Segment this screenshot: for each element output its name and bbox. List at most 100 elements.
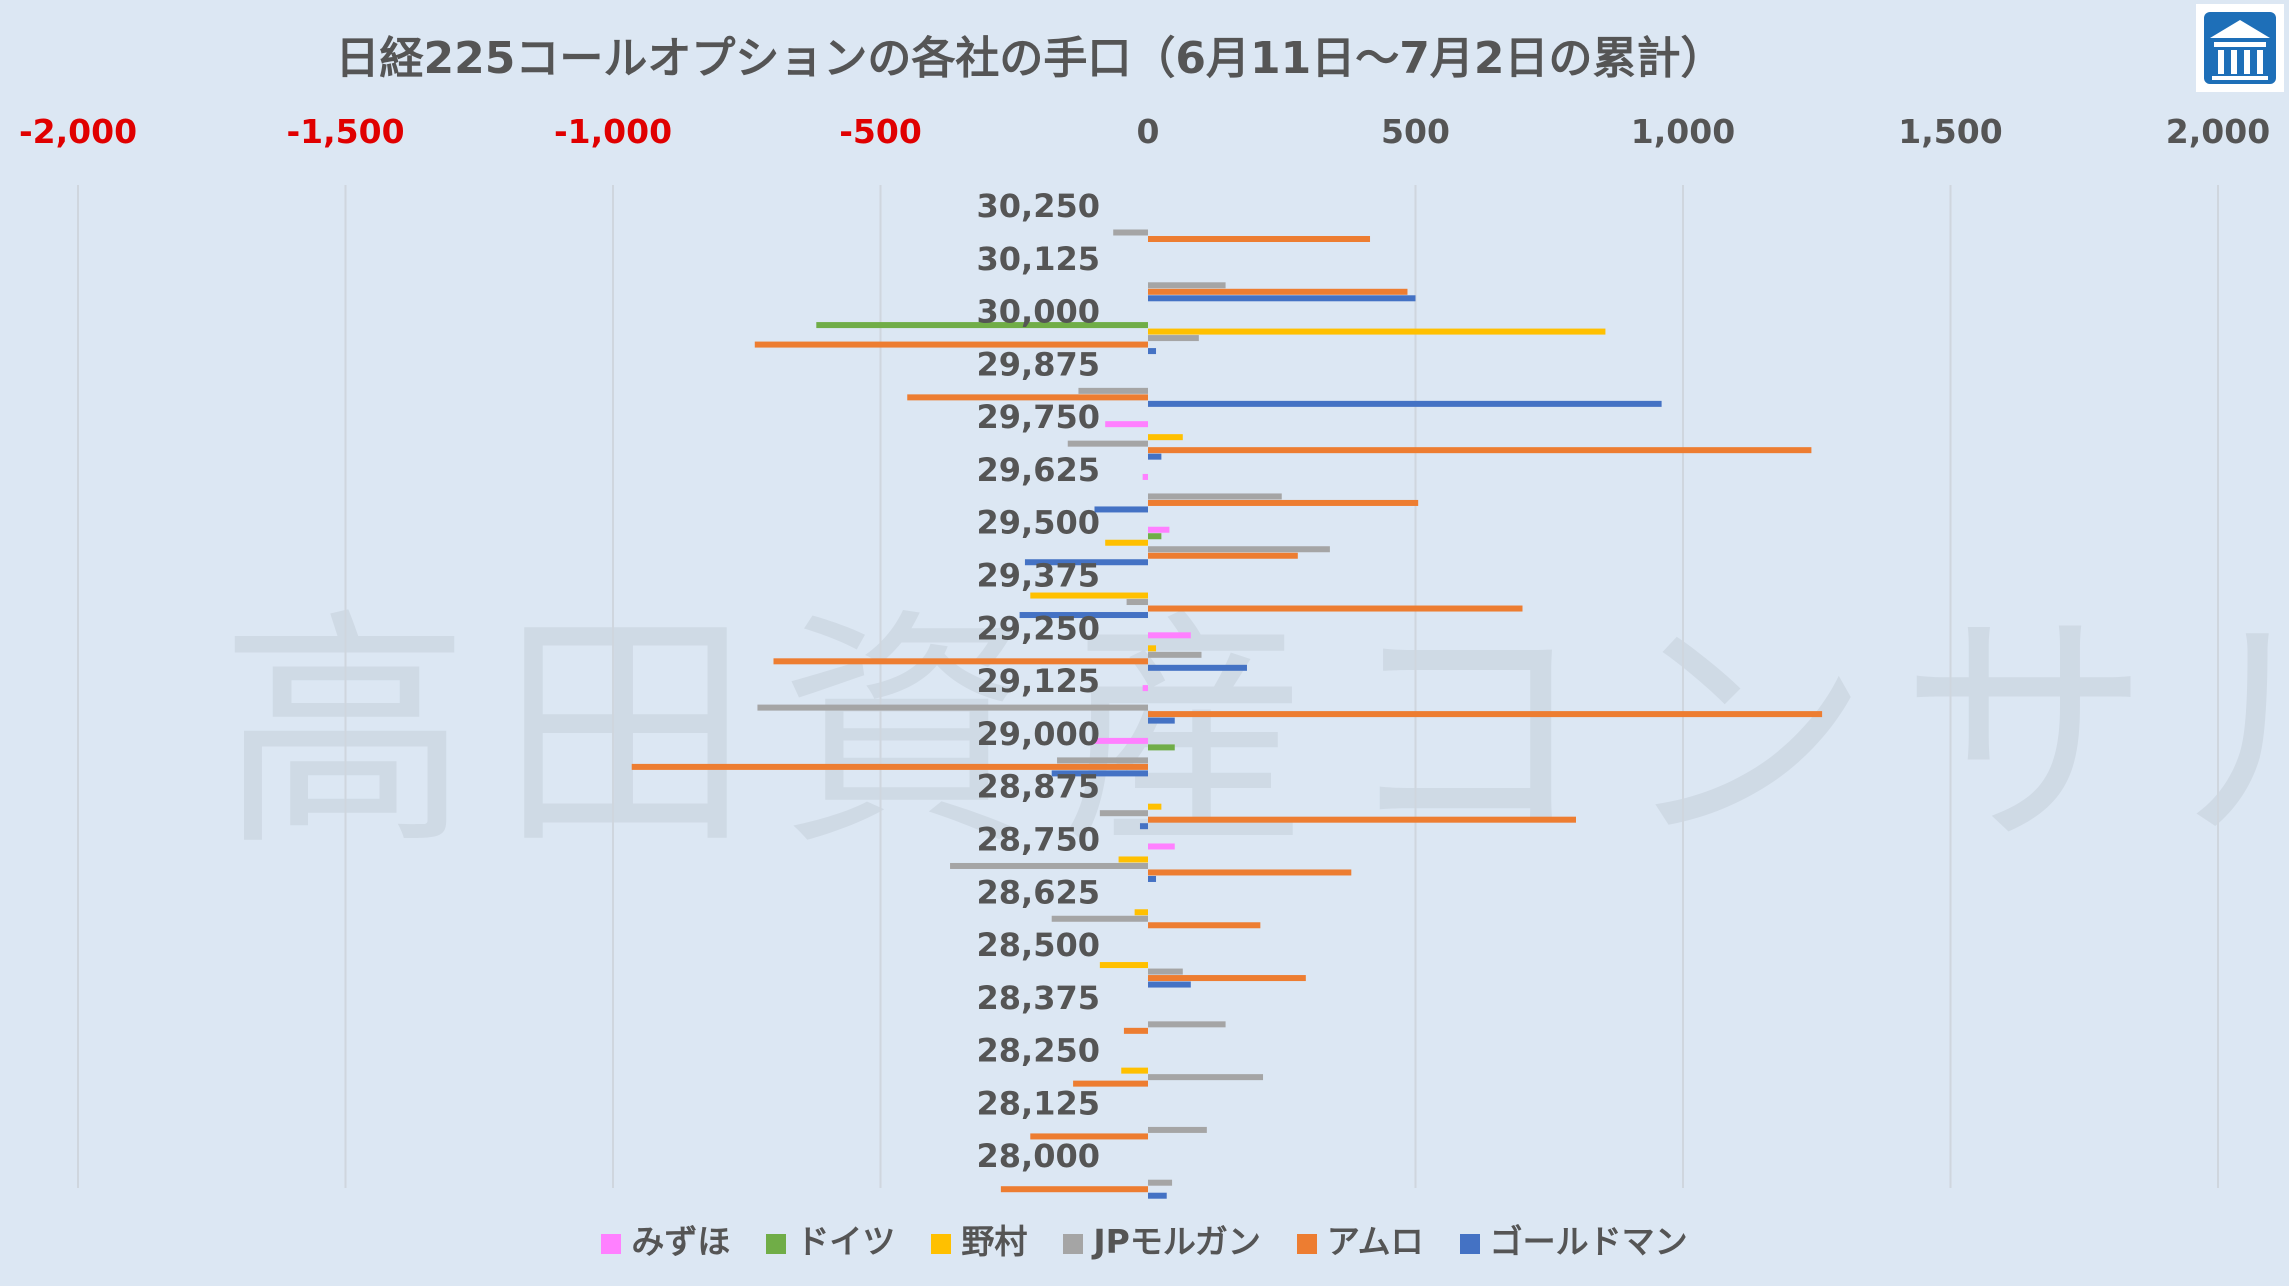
y-tick-label: 28,875: [977, 768, 1100, 806]
bar-ドイツ: [1148, 744, 1175, 751]
legend-swatch: [601, 1234, 622, 1254]
legend-item: アムロ: [1296, 1215, 1424, 1263]
watermark-text: 高田資産コンサル: [220, 588, 2289, 879]
y-tick-label: 28,125: [977, 1084, 1100, 1122]
bar-アムロ: [1148, 975, 1306, 982]
legend-label: みずほ: [631, 1222, 731, 1261]
bar-みずほ: [1148, 526, 1170, 533]
y-tick-label: 29,625: [977, 451, 1100, 489]
bar-ゴールドマン: [1051, 770, 1148, 777]
y-tick-label: 30,250: [977, 187, 1100, 225]
y-tick-label: 29,750: [977, 398, 1100, 436]
legend-item: みずほ: [601, 1215, 730, 1263]
bar-みずほ: [1094, 737, 1148, 744]
x-tick-label: 500: [1381, 112, 1450, 151]
y-tick-label: 28,750: [977, 820, 1100, 858]
bar-ゴールドマン: [1024, 559, 1148, 566]
bar-ゴールドマン: [1139, 823, 1148, 830]
x-tick-label: 2,000: [2166, 112, 2270, 151]
y-tick-label: 28,625: [977, 873, 1100, 911]
bar-野村: [1148, 645, 1157, 652]
legend-swatch: [1296, 1234, 1317, 1254]
bar-ゴールドマン: [1148, 1192, 1167, 1199]
bar-JPモルガン: [1113, 229, 1148, 236]
x-tick-label: 1,500: [1898, 112, 2002, 151]
bar-JPモルガン: [1148, 651, 1202, 658]
bar-JPモルガン: [1148, 968, 1183, 975]
bar-アムロ: [1030, 1133, 1148, 1140]
bar-アムロ: [773, 658, 1148, 665]
x-tick-label: 0: [1137, 112, 1160, 151]
y-tick-label: 29,250: [977, 609, 1100, 647]
bar-アムロ: [1000, 1186, 1148, 1193]
y-tick-label: 30,000: [977, 293, 1100, 331]
bar-ドイツ: [816, 322, 1148, 329]
bar-JPモルガン: [1148, 1021, 1226, 1028]
y-tick-label: 28,375: [977, 979, 1100, 1017]
bar-野村: [1105, 539, 1148, 546]
y-tick-label: 28,000: [977, 1137, 1100, 1175]
x-tick-label: -500: [839, 112, 922, 151]
bar-JPモルガン: [1126, 599, 1148, 606]
bar-野村: [1148, 328, 1606, 335]
x-tick-label: -1,000: [554, 112, 672, 151]
chart-title: 日経225コールオプションの各社の手口（6月11日～7月2日の累計）: [335, 33, 1725, 84]
bar-アムロ: [1148, 499, 1419, 506]
bar-野村: [1099, 962, 1148, 969]
legend-item: ドイツ: [766, 1215, 895, 1263]
legend-swatch: [766, 1234, 787, 1254]
y-tick-label: 30,125: [977, 240, 1100, 278]
bar-JPモルガン: [1148, 282, 1226, 289]
bar-JPモルガン: [1078, 387, 1148, 394]
bar-ゴールドマン: [1094, 506, 1148, 513]
bar-ゴールドマン: [1148, 717, 1175, 724]
bar-ゴールドマン: [1148, 875, 1157, 882]
bar-ドイツ: [1148, 533, 1162, 540]
bar-野村: [1148, 434, 1183, 441]
legend-label: ドイツ: [796, 1222, 896, 1261]
bar-ゴールドマン: [1019, 612, 1148, 619]
bar-JPモルガン: [1067, 440, 1148, 447]
legend-swatch: [1459, 1234, 1480, 1254]
building-logo-icon: [2196, 4, 2284, 92]
bar-みずほ: [1142, 473, 1148, 480]
bar-アムロ: [1073, 1080, 1148, 1087]
legend-item: 野村: [931, 1215, 1027, 1263]
bar-アムロ: [1148, 447, 1812, 454]
bar-JPモルガン: [1148, 1074, 1264, 1081]
bar-アムロ: [1148, 711, 1823, 718]
bar-アムロ: [631, 763, 1148, 770]
x-tick-label: 1,000: [1631, 112, 1735, 151]
bar-みずほ: [1105, 421, 1148, 428]
bar-みずほ: [1148, 632, 1191, 639]
bar-JPモルガン: [1099, 810, 1148, 817]
legend-swatch: [931, 1234, 952, 1254]
y-tick-label: 29,875: [977, 345, 1100, 383]
bar-アムロ: [1148, 288, 1408, 295]
y-tick-label: 29,125: [977, 662, 1100, 700]
y-tick-label: 28,250: [977, 1032, 1100, 1070]
legend-swatch: [1063, 1234, 1084, 1254]
bar-JPモルガン: [1148, 493, 1282, 500]
bar-ゴールドマン: [1148, 295, 1416, 302]
bar-JPモルガン: [757, 704, 1148, 711]
bar-アムロ: [1148, 869, 1352, 876]
bar-みずほ: [1148, 843, 1175, 850]
y-tick-label: 29,375: [977, 557, 1100, 595]
bar-みずほ: [1142, 685, 1148, 692]
bar-野村: [1030, 592, 1148, 599]
bar-JPモルガン: [950, 862, 1148, 869]
bar-アムロ: [1148, 552, 1298, 559]
bar-アムロ: [1148, 605, 1523, 612]
bar-アムロ: [1148, 236, 1371, 242]
bar-野村: [1118, 856, 1148, 863]
legend-item: JPモルガン: [1063, 1215, 1261, 1263]
legend-label: ゴールドマン: [1489, 1222, 1688, 1261]
x-tick-label: -1,500: [286, 112, 404, 151]
bar-アムロ: [1123, 1027, 1148, 1034]
bar-JPモルガン: [1148, 1179, 1173, 1186]
bar-JPモルガン: [1148, 1126, 1207, 1133]
y-tick-label: 29,500: [977, 504, 1100, 542]
x-tick-label: -2,000: [19, 112, 137, 151]
